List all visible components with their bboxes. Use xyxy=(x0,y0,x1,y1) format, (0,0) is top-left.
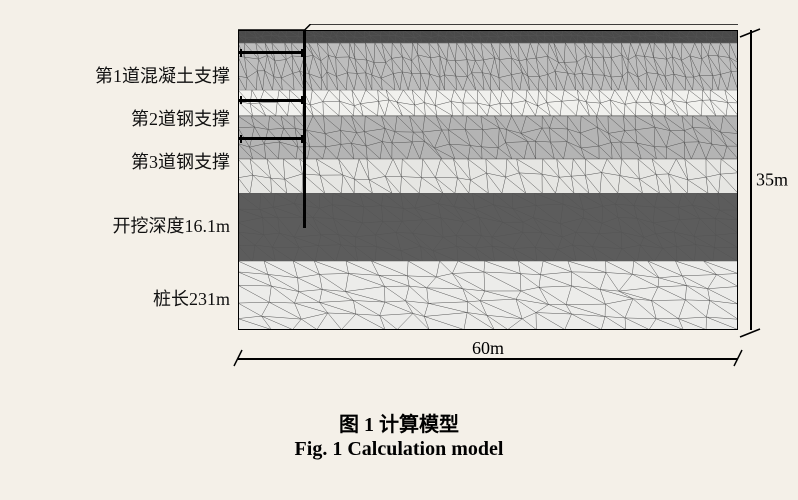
figure-root: 第1道混凝土支撑第2道钢支撑第3道钢支撑开挖深度16.1m 桩长231m 35m xyxy=(20,20,778,480)
row-label-4: 桩长231m xyxy=(153,285,230,311)
row-label-0: 第1道混凝土支撑 xyxy=(95,62,230,88)
strut-S1 xyxy=(238,51,305,54)
excavation-surface-notch xyxy=(238,30,305,39)
row-label-3: 开挖深度16.1m xyxy=(112,212,230,238)
dimension-horizontal: 60m xyxy=(238,344,738,374)
dim-h-tick-left xyxy=(233,348,243,368)
soil-layer-L4 xyxy=(238,159,738,193)
strut-S3 xyxy=(238,137,305,140)
soil-layer-L3 xyxy=(238,116,738,159)
caption-cn: 图 1 计算模型 xyxy=(20,408,778,437)
dim-h-label: 60m xyxy=(472,338,504,359)
dim-v-tick-bottom xyxy=(738,325,762,335)
row-label-1: 第2道钢支撑 xyxy=(131,105,230,131)
calculation-model-diagram: 35m xyxy=(238,30,738,330)
dim-v-label: 35m xyxy=(756,170,788,191)
soil-layer-L6 xyxy=(238,261,738,330)
dim-h-tick-right xyxy=(733,348,743,368)
dimension-vertical: 35m xyxy=(738,30,770,330)
soil-layer-L0 xyxy=(238,30,738,43)
soil-layer-L1 xyxy=(238,43,738,90)
strut-S2 xyxy=(238,99,305,102)
row-label-2: 第3道钢支撑 xyxy=(131,148,230,174)
dim-v-line xyxy=(750,30,752,330)
soil-layer-L5 xyxy=(238,193,738,262)
soil-layer-L2 xyxy=(238,90,738,116)
retaining-pile xyxy=(303,30,306,228)
dim-v-tick-top xyxy=(738,25,762,35)
caption-en: Fig. 1 Calculation model xyxy=(20,438,778,461)
